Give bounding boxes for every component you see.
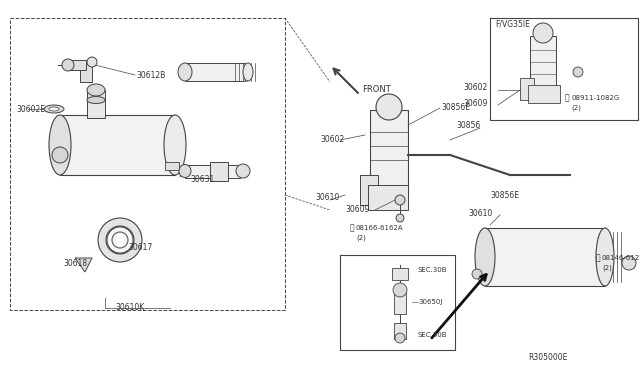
Circle shape (396, 214, 404, 222)
Bar (80, 62, 92, 82)
Bar (360, 175, 378, 205)
Text: 08166-6162A: 08166-6162A (356, 225, 404, 231)
Ellipse shape (596, 228, 614, 286)
Text: (2): (2) (356, 235, 366, 241)
Bar (394, 323, 406, 339)
Bar (210, 162, 228, 181)
Ellipse shape (44, 105, 64, 113)
Text: (2): (2) (571, 105, 581, 111)
Ellipse shape (49, 107, 59, 111)
Text: 30612B: 30612B (136, 71, 165, 80)
Text: 30856E: 30856E (441, 103, 470, 112)
Circle shape (573, 67, 583, 77)
Text: Ⓑ: Ⓑ (350, 224, 355, 232)
Bar (165, 162, 179, 170)
Text: 30609: 30609 (463, 99, 488, 108)
Text: 30602: 30602 (464, 83, 488, 93)
Bar (394, 292, 406, 314)
Circle shape (87, 57, 97, 67)
Bar (520, 78, 534, 100)
Bar (392, 268, 408, 280)
Text: Ⓑ: Ⓑ (596, 253, 600, 263)
Ellipse shape (475, 228, 495, 286)
Circle shape (622, 256, 636, 270)
Circle shape (107, 227, 133, 253)
Bar (185, 63, 245, 81)
Bar (528, 85, 560, 103)
Circle shape (376, 94, 402, 120)
Text: 08911-1082G: 08911-1082G (571, 95, 620, 101)
Text: 30650J: 30650J (418, 299, 442, 305)
Circle shape (393, 283, 407, 297)
Text: (2): (2) (602, 265, 612, 271)
Text: 30602: 30602 (320, 135, 344, 144)
Circle shape (62, 59, 74, 71)
Text: SEC.30B: SEC.30B (418, 332, 447, 338)
Text: 30618: 30618 (63, 259, 87, 267)
Text: 30856: 30856 (456, 121, 480, 129)
Ellipse shape (179, 164, 191, 177)
Ellipse shape (164, 115, 186, 175)
Text: FRONT: FRONT (362, 86, 391, 94)
Circle shape (533, 23, 553, 43)
Text: 30610: 30610 (315, 192, 339, 202)
Ellipse shape (106, 226, 134, 254)
Circle shape (236, 164, 250, 178)
Bar (485, 228, 605, 286)
Circle shape (98, 218, 142, 262)
Bar (530, 36, 556, 91)
Circle shape (472, 269, 482, 279)
Text: 30856E: 30856E (490, 190, 519, 199)
Circle shape (52, 147, 68, 163)
Circle shape (395, 195, 405, 205)
Ellipse shape (178, 63, 192, 81)
Text: Ⓝ: Ⓝ (565, 93, 570, 103)
Bar (68, 60, 86, 70)
Text: 30609: 30609 (345, 205, 369, 215)
Circle shape (395, 333, 405, 343)
Ellipse shape (49, 115, 71, 175)
Ellipse shape (87, 84, 105, 96)
Text: 30610K: 30610K (115, 304, 144, 312)
Text: 30617: 30617 (128, 244, 152, 253)
Text: SEC.30B: SEC.30B (418, 267, 447, 273)
Bar (60, 115, 175, 175)
Text: R305000E: R305000E (528, 353, 568, 362)
Ellipse shape (112, 232, 128, 248)
Bar (185, 165, 240, 178)
Polygon shape (75, 258, 92, 272)
Ellipse shape (243, 63, 253, 81)
Bar (370, 110, 408, 195)
Bar (368, 185, 408, 210)
Text: 30610: 30610 (468, 208, 492, 218)
Ellipse shape (87, 96, 105, 103)
Text: 30602E: 30602E (16, 105, 45, 113)
Text: 08146-6122G: 08146-6122G (602, 255, 640, 261)
Text: F/VG35IE: F/VG35IE (495, 19, 530, 29)
Bar (87, 90, 105, 118)
Text: 30631: 30631 (190, 176, 214, 185)
